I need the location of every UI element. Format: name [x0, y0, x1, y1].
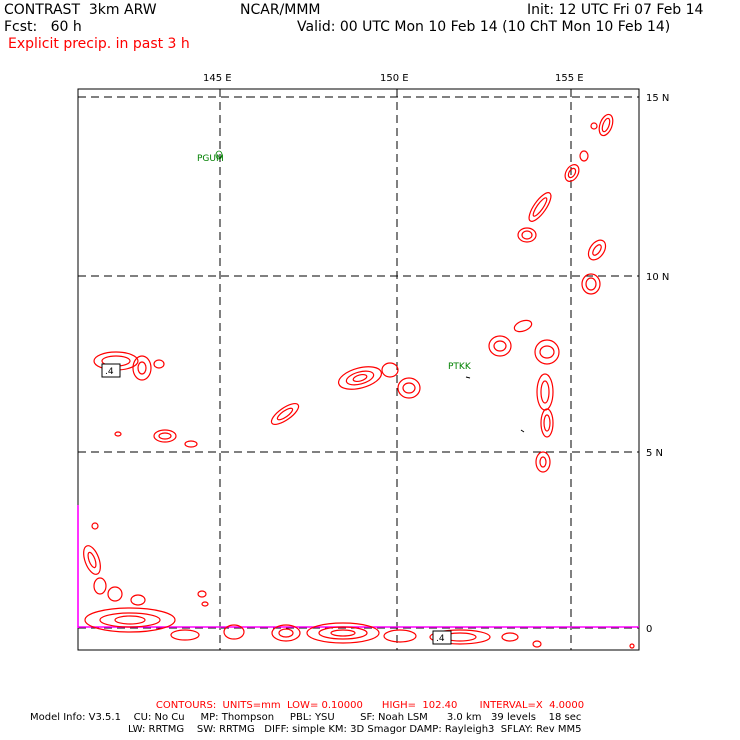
precip-cell	[276, 407, 294, 421]
lat-label-0: 0	[646, 624, 652, 635]
precip-cell	[223, 624, 245, 640]
precip-cell	[629, 643, 635, 649]
precip-cell	[592, 244, 602, 256]
precip-cell	[270, 402, 300, 426]
precip-cell	[397, 377, 421, 399]
precip-cell	[99, 612, 161, 628]
precip-cell	[114, 615, 146, 625]
precip-cell	[521, 230, 533, 240]
precip-cell	[564, 164, 580, 182]
precip-cell	[201, 601, 209, 607]
precip-cell	[532, 197, 548, 217]
coastlines	[246, 96, 525, 433]
init-time: Init: 12 UTC Fri 07 Feb 14	[527, 2, 704, 18]
precip-contours	[83, 113, 635, 649]
precip-cell	[517, 227, 537, 243]
contour-info: CONTOURS: UNITS=mm LOW= 0.10000 HIGH= 10…	[155, 700, 585, 711]
precip-cell	[540, 408, 554, 438]
precip-cell	[587, 239, 607, 261]
precip-cell	[93, 577, 107, 595]
forecast-hour: Fcst: 60 h	[4, 19, 82, 35]
precip-cell	[540, 380, 550, 404]
precip-cell	[337, 366, 383, 390]
precip-cell	[330, 629, 356, 637]
precip-cell	[567, 167, 577, 179]
precip-cell	[501, 632, 519, 642]
precip-cell	[278, 628, 294, 638]
precip-cell	[197, 590, 207, 598]
precip-cell	[535, 451, 551, 473]
precip-cell	[543, 414, 551, 432]
precip-cell	[306, 622, 380, 644]
precip-cell	[318, 626, 368, 640]
precip-cell	[87, 551, 97, 569]
lat-label-10n: 10 N	[646, 272, 669, 283]
precip-cell	[493, 340, 507, 352]
contour-label: .4	[105, 367, 114, 377]
station-marker-pgum	[215, 150, 223, 160]
precip-cell	[184, 440, 198, 448]
precip-cell	[539, 456, 547, 468]
precip-cell	[137, 361, 147, 375]
model-info-line-1: Model Info: V3.5.1 CU: No Cu MP: Thompso…	[30, 712, 582, 723]
map-frame	[77, 88, 640, 651]
precip-cell	[114, 431, 122, 437]
precip-cell	[532, 640, 542, 648]
lat-label-5n: 5 N	[646, 448, 663, 459]
precip-cell	[590, 122, 598, 130]
model-info-line-2: LW: RRTMG SW: RRTMG DIFF: simple KM: 3D …	[128, 724, 582, 735]
precip-cell	[132, 355, 152, 381]
station-label-pgum: PGUM	[197, 154, 224, 164]
station-marker-ptkk	[465, 376, 471, 379]
lon-label-145e: 145 E	[203, 73, 232, 84]
precip-cell	[345, 370, 375, 386]
precip-cell	[84, 607, 176, 633]
model-title: CONTRAST 3km ARW	[4, 2, 157, 18]
lon-label-155e: 155 E	[555, 73, 584, 84]
field-title: Explicit precip. in past 3 h	[8, 36, 190, 52]
precip-cell	[539, 345, 555, 359]
precip-cell	[513, 319, 533, 333]
precip-cell	[271, 624, 301, 642]
stations: PGUM PTKK	[197, 150, 472, 379]
station-label-ptkk: PTKK	[448, 362, 472, 372]
lat-label-15n: 15 N	[646, 93, 669, 104]
precip-cell	[601, 117, 611, 133]
precip-cell	[534, 339, 560, 365]
center-title: NCAR/MMM	[240, 2, 321, 18]
contour-label: .4	[436, 634, 445, 644]
precip-cell	[107, 586, 123, 602]
precip-cell	[488, 335, 512, 357]
precip-cell	[352, 373, 368, 383]
precip-cell	[153, 429, 177, 443]
precip-cell	[130, 594, 146, 606]
precip-cell	[83, 545, 101, 575]
precip-cell	[528, 192, 552, 222]
precip-cell	[383, 629, 417, 643]
precip-cell	[598, 113, 614, 137]
precip-cell	[536, 373, 554, 411]
precip-cell	[170, 629, 200, 641]
domain-boundary	[77, 505, 639, 628]
precip-cell	[579, 150, 589, 162]
precip-cell	[91, 522, 99, 530]
contour-labels: .4 .4	[101, 363, 452, 645]
precip-cell	[585, 277, 597, 291]
valid-time: Valid: 00 UTC Mon 10 Feb 14 (10 ChT Mon …	[297, 19, 671, 35]
precip-cell	[581, 273, 601, 295]
precip-cell	[381, 362, 399, 378]
lon-label-150e: 150 E	[380, 73, 409, 84]
precip-cell	[158, 432, 172, 440]
precip-cell	[402, 382, 416, 394]
precip-cell	[153, 359, 165, 369]
graticule	[78, 89, 639, 650]
precip-cell	[429, 629, 491, 645]
